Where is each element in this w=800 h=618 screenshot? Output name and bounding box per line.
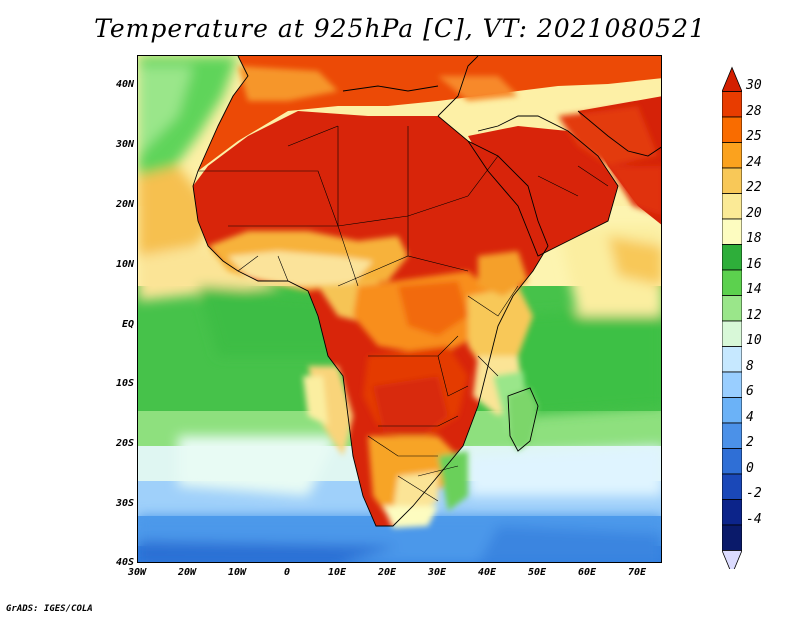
colorbar-tick-label: 2	[746, 435, 754, 450]
country-borders	[198, 125, 609, 502]
colorbar-tick-label: 6	[746, 384, 754, 399]
lon-label-70e: 70E	[627, 567, 647, 578]
lat-label-40n: 40N	[115, 79, 134, 90]
map-svg	[138, 56, 661, 562]
colorbar-tick-label: 18	[746, 231, 762, 246]
temperature-map	[137, 55, 662, 563]
colorbar-swatch	[721, 91, 743, 118]
colorbar-tick-label: 8	[746, 358, 754, 374]
colorbar-tick-label: 24	[746, 154, 762, 170]
colorbar-swatch	[721, 346, 743, 373]
colorbar-tick-label: 14	[746, 282, 762, 297]
colorbar-tick-label: 22	[746, 180, 762, 195]
lon-label-60e: 60E	[577, 567, 597, 578]
lat-label-20n: 20N	[115, 199, 134, 210]
lon-label-20e: 20E	[377, 567, 397, 578]
colorbar-swatch	[721, 167, 743, 194]
colorbar-tick-label: 28	[746, 103, 762, 119]
lat-label-eq: EQ	[121, 319, 134, 330]
colorbar-tick-label: 4	[746, 409, 754, 425]
colorbar-swatch	[721, 524, 743, 551]
colorbar-swatches	[721, 66, 743, 576]
colorbar-tick-label: 0	[746, 460, 754, 476]
lat-label-40s: 40S	[115, 557, 134, 568]
colorbar-swatch	[721, 473, 743, 500]
lat-label-10n: 10N	[115, 259, 134, 270]
colorbar-swatch	[721, 193, 743, 220]
lat-label-10s: 10S	[115, 378, 134, 389]
lat-label-30n: 30N	[115, 139, 134, 150]
colorbar-tick-label: 12	[746, 307, 762, 323]
colorbar-tick-label: 20	[746, 205, 762, 221]
lat-label-20s: 20S	[115, 438, 134, 449]
colorbar-swatch	[721, 269, 743, 296]
lon-label-50e: 50E	[527, 567, 547, 578]
colorbar-tick-label: 10	[746, 333, 762, 348]
colorbar-tick-label: 30	[746, 78, 762, 93]
credit-text: GrADS: IGES/COLA	[6, 604, 93, 614]
colorbar-tick-label: 25	[746, 129, 762, 144]
colorbar-swatch	[721, 448, 743, 475]
colorbar-tick-label: 16	[746, 256, 762, 272]
colorbar-swatch	[721, 142, 743, 169]
colorbar-swatch	[721, 244, 743, 271]
colorbar-tick-label: -2	[746, 486, 762, 501]
colorbar-swatch	[721, 218, 743, 245]
colorbar-swatch	[721, 295, 743, 322]
lon-label-40e: 40E	[477, 567, 497, 578]
colorbar-tick-label: -4	[746, 511, 762, 527]
colorbar-swatch	[721, 371, 743, 398]
colorbar-swatch	[721, 116, 743, 143]
lon-label-0: 0	[283, 567, 291, 578]
colorbar-swatch	[721, 422, 743, 449]
lon-label-10w: 10W	[227, 567, 247, 578]
chart-title: Temperature at 925hPa [C], VT: 202108052…	[94, 14, 706, 43]
lon-label-20w: 20W	[177, 567, 197, 578]
coastlines	[192, 56, 661, 527]
lon-label-30w: 30W	[127, 567, 147, 578]
lon-label-10e: 10E	[327, 567, 347, 578]
lon-label-30e: 30E	[427, 567, 447, 578]
colorbar-swatch	[721, 499, 743, 526]
colorbar-bottom-triangle	[721, 550, 743, 576]
colorbar-swatch	[721, 320, 743, 347]
colorbar-swatch	[721, 397, 743, 424]
colorbar-top-triangle	[721, 66, 743, 92]
lat-label-30s: 30S	[115, 498, 134, 509]
colorbar	[721, 62, 743, 576]
